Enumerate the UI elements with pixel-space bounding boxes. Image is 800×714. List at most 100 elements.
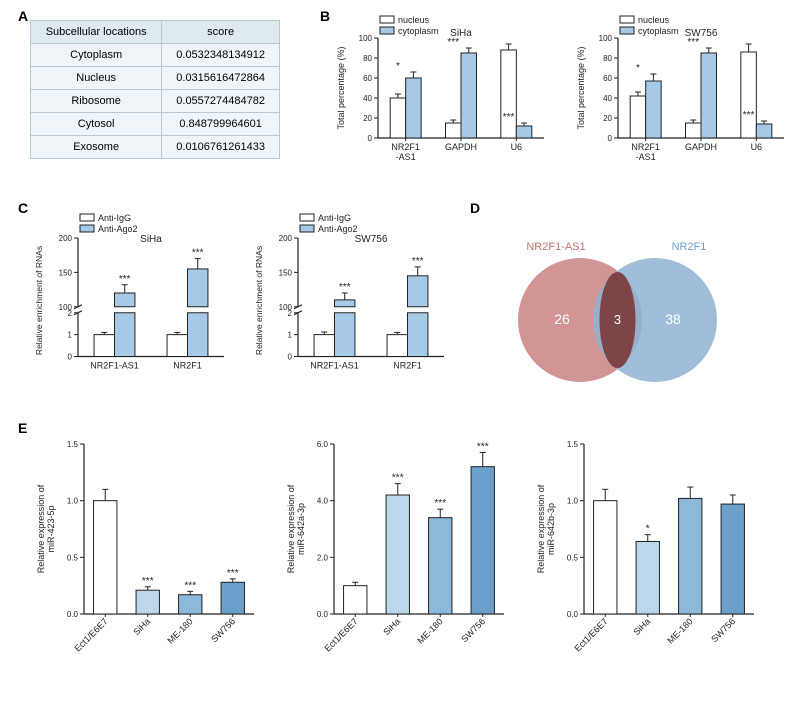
svg-text:Ect1/E6E7: Ect1/E6E7 [573, 616, 610, 653]
table-cell: Cytosol [31, 113, 162, 136]
table-cell: Ribosome [31, 90, 162, 113]
table-cell: 0.0532348134912 [162, 44, 280, 67]
svg-text:0.5: 0.5 [67, 553, 79, 562]
svg-text:***: *** [119, 274, 131, 285]
svg-text:***: *** [412, 256, 424, 267]
svg-text:SW756: SW756 [209, 616, 237, 644]
svg-text:***: *** [339, 282, 351, 293]
svg-text:200: 200 [59, 234, 73, 243]
table-cell: Nucleus [31, 67, 162, 90]
panel-d-label: D [470, 200, 480, 216]
svg-text:***: *** [503, 112, 515, 123]
table-cell: 0.0106761261433 [162, 136, 280, 159]
svg-text:SW756: SW756 [709, 616, 737, 644]
svg-text:NR2F1: NR2F1 [391, 142, 420, 152]
svg-text:60: 60 [603, 74, 612, 83]
svg-text:100: 100 [359, 34, 373, 43]
svg-text:***: *** [687, 37, 699, 48]
svg-text:1: 1 [288, 331, 293, 340]
svg-text:Relative enrichment of RNAs: Relative enrichment of RNAs [34, 246, 44, 355]
svg-text:150: 150 [279, 268, 293, 277]
svg-text:1.0: 1.0 [567, 497, 579, 506]
svg-text:0.0: 0.0 [317, 610, 329, 619]
svg-text:ME-180: ME-180 [415, 616, 444, 645]
svg-text:4.0: 4.0 [317, 497, 329, 506]
bar-chart: Anti-IgGAnti-Ago2SW756012100150200Relati… [250, 210, 450, 400]
svg-text:150: 150 [59, 268, 73, 277]
panel-a-table: Subcellular locationsscoreCytoplasm0.053… [30, 20, 280, 159]
panel-e-charts: 0.0 0.5 1.0 1.5 Relative expression of miR-42… [30, 430, 770, 690]
svg-text:40: 40 [603, 94, 612, 103]
svg-text:6.0: 6.0 [317, 440, 329, 449]
table-cell: 0.0315616472864 [162, 67, 280, 90]
svg-text:NR2F1-AS1: NR2F1-AS1 [526, 241, 585, 253]
svg-text:nucleus: nucleus [638, 15, 670, 25]
panel-b-label: B [320, 8, 330, 24]
svg-text:60: 60 [363, 74, 372, 83]
svg-text:2.0: 2.0 [317, 553, 329, 562]
svg-text:0: 0 [608, 134, 613, 143]
svg-text:100: 100 [279, 303, 293, 312]
svg-text:miR-423-5p: miR-423-5p [46, 505, 56, 552]
svg-text:100: 100 [599, 34, 613, 43]
panel-c-label: C [18, 200, 28, 216]
svg-text:***: *** [743, 110, 755, 121]
svg-text:Anti-Ago2: Anti-Ago2 [318, 224, 358, 234]
svg-text:SW756: SW756 [459, 616, 487, 644]
table-cell: Cytoplasm [31, 44, 162, 67]
svg-text:ME-180: ME-180 [665, 616, 694, 645]
svg-text:-AS1: -AS1 [396, 152, 416, 162]
panel-c-charts: Anti-IgGAnti-Ago2SiHa012100150200Relativ… [30, 210, 450, 400]
svg-text:0.0: 0.0 [67, 610, 79, 619]
svg-text:-AS1: -AS1 [636, 152, 656, 162]
svg-text:***: *** [477, 442, 489, 453]
svg-text:0: 0 [68, 353, 73, 362]
svg-text:20: 20 [603, 114, 612, 123]
svg-text:***: *** [447, 37, 459, 48]
svg-text:U6: U6 [751, 142, 763, 152]
panel-b-charts: nucleuscytoplasmSiHa020406080100Total pe… [330, 10, 790, 190]
svg-text:NR2F1: NR2F1 [393, 361, 422, 371]
svg-text:0.5: 0.5 [567, 553, 579, 562]
svg-text:1.5: 1.5 [67, 440, 79, 449]
svg-text:Total percentage (%): Total percentage (%) [336, 46, 346, 129]
svg-text:3: 3 [614, 312, 621, 327]
svg-text:20: 20 [363, 114, 372, 123]
svg-text:GAPDH: GAPDH [445, 142, 477, 152]
svg-text:1.0: 1.0 [67, 497, 79, 506]
venn-svg: 26338NR2F1-AS1NR2F1 [470, 220, 770, 400]
svg-text:***: *** [192, 248, 204, 259]
svg-text:200: 200 [279, 234, 293, 243]
panel-a-label: A [18, 8, 28, 24]
svg-text:***: *** [434, 498, 446, 509]
svg-text:Relative expression of: Relative expression of [286, 484, 296, 573]
svg-text:NR2F1-AS1: NR2F1-AS1 [310, 361, 359, 371]
svg-text:***: *** [227, 568, 239, 579]
table-header: Subcellular locations [31, 21, 162, 44]
svg-text:cytoplasm: cytoplasm [638, 26, 679, 36]
table-header: score [162, 21, 280, 44]
svg-text:SiHa: SiHa [631, 616, 652, 637]
svg-text:0.0: 0.0 [567, 610, 579, 619]
bar-chart: 0.02.04.06.0Relative expression ofmiR-64… [280, 430, 510, 690]
svg-text:nucleus: nucleus [398, 15, 430, 25]
table-cell: Exosome [31, 136, 162, 159]
svg-text:NR2F1-AS1: NR2F1-AS1 [90, 361, 139, 371]
svg-text:38: 38 [665, 311, 681, 327]
svg-text:ME-180: ME-180 [165, 616, 194, 645]
svg-text:40: 40 [363, 94, 372, 103]
svg-text:NR2F1: NR2F1 [173, 361, 202, 371]
bar-chart: nucleuscytoplasmSiHa020406080100Total pe… [330, 10, 550, 190]
svg-text:Anti-Ago2: Anti-Ago2 [98, 224, 138, 234]
svg-text:cytoplasm: cytoplasm [398, 26, 439, 36]
svg-text:Anti-IgG: Anti-IgG [98, 213, 131, 223]
svg-text:0: 0 [288, 353, 293, 362]
svg-text:GAPDH: GAPDH [685, 142, 717, 152]
svg-text:Anti-IgG: Anti-IgG [318, 213, 351, 223]
bar-chart: Anti-IgGAnti-Ago2SiHa012100150200Relativ… [30, 210, 230, 400]
svg-text:Ect1/E6E7: Ect1/E6E7 [323, 616, 360, 653]
panel-d-venn: 26338NR2F1-AS1NR2F1 [470, 220, 770, 400]
svg-text:***: *** [142, 576, 154, 587]
svg-text:*: * [646, 524, 650, 535]
svg-text:*: * [636, 63, 640, 74]
